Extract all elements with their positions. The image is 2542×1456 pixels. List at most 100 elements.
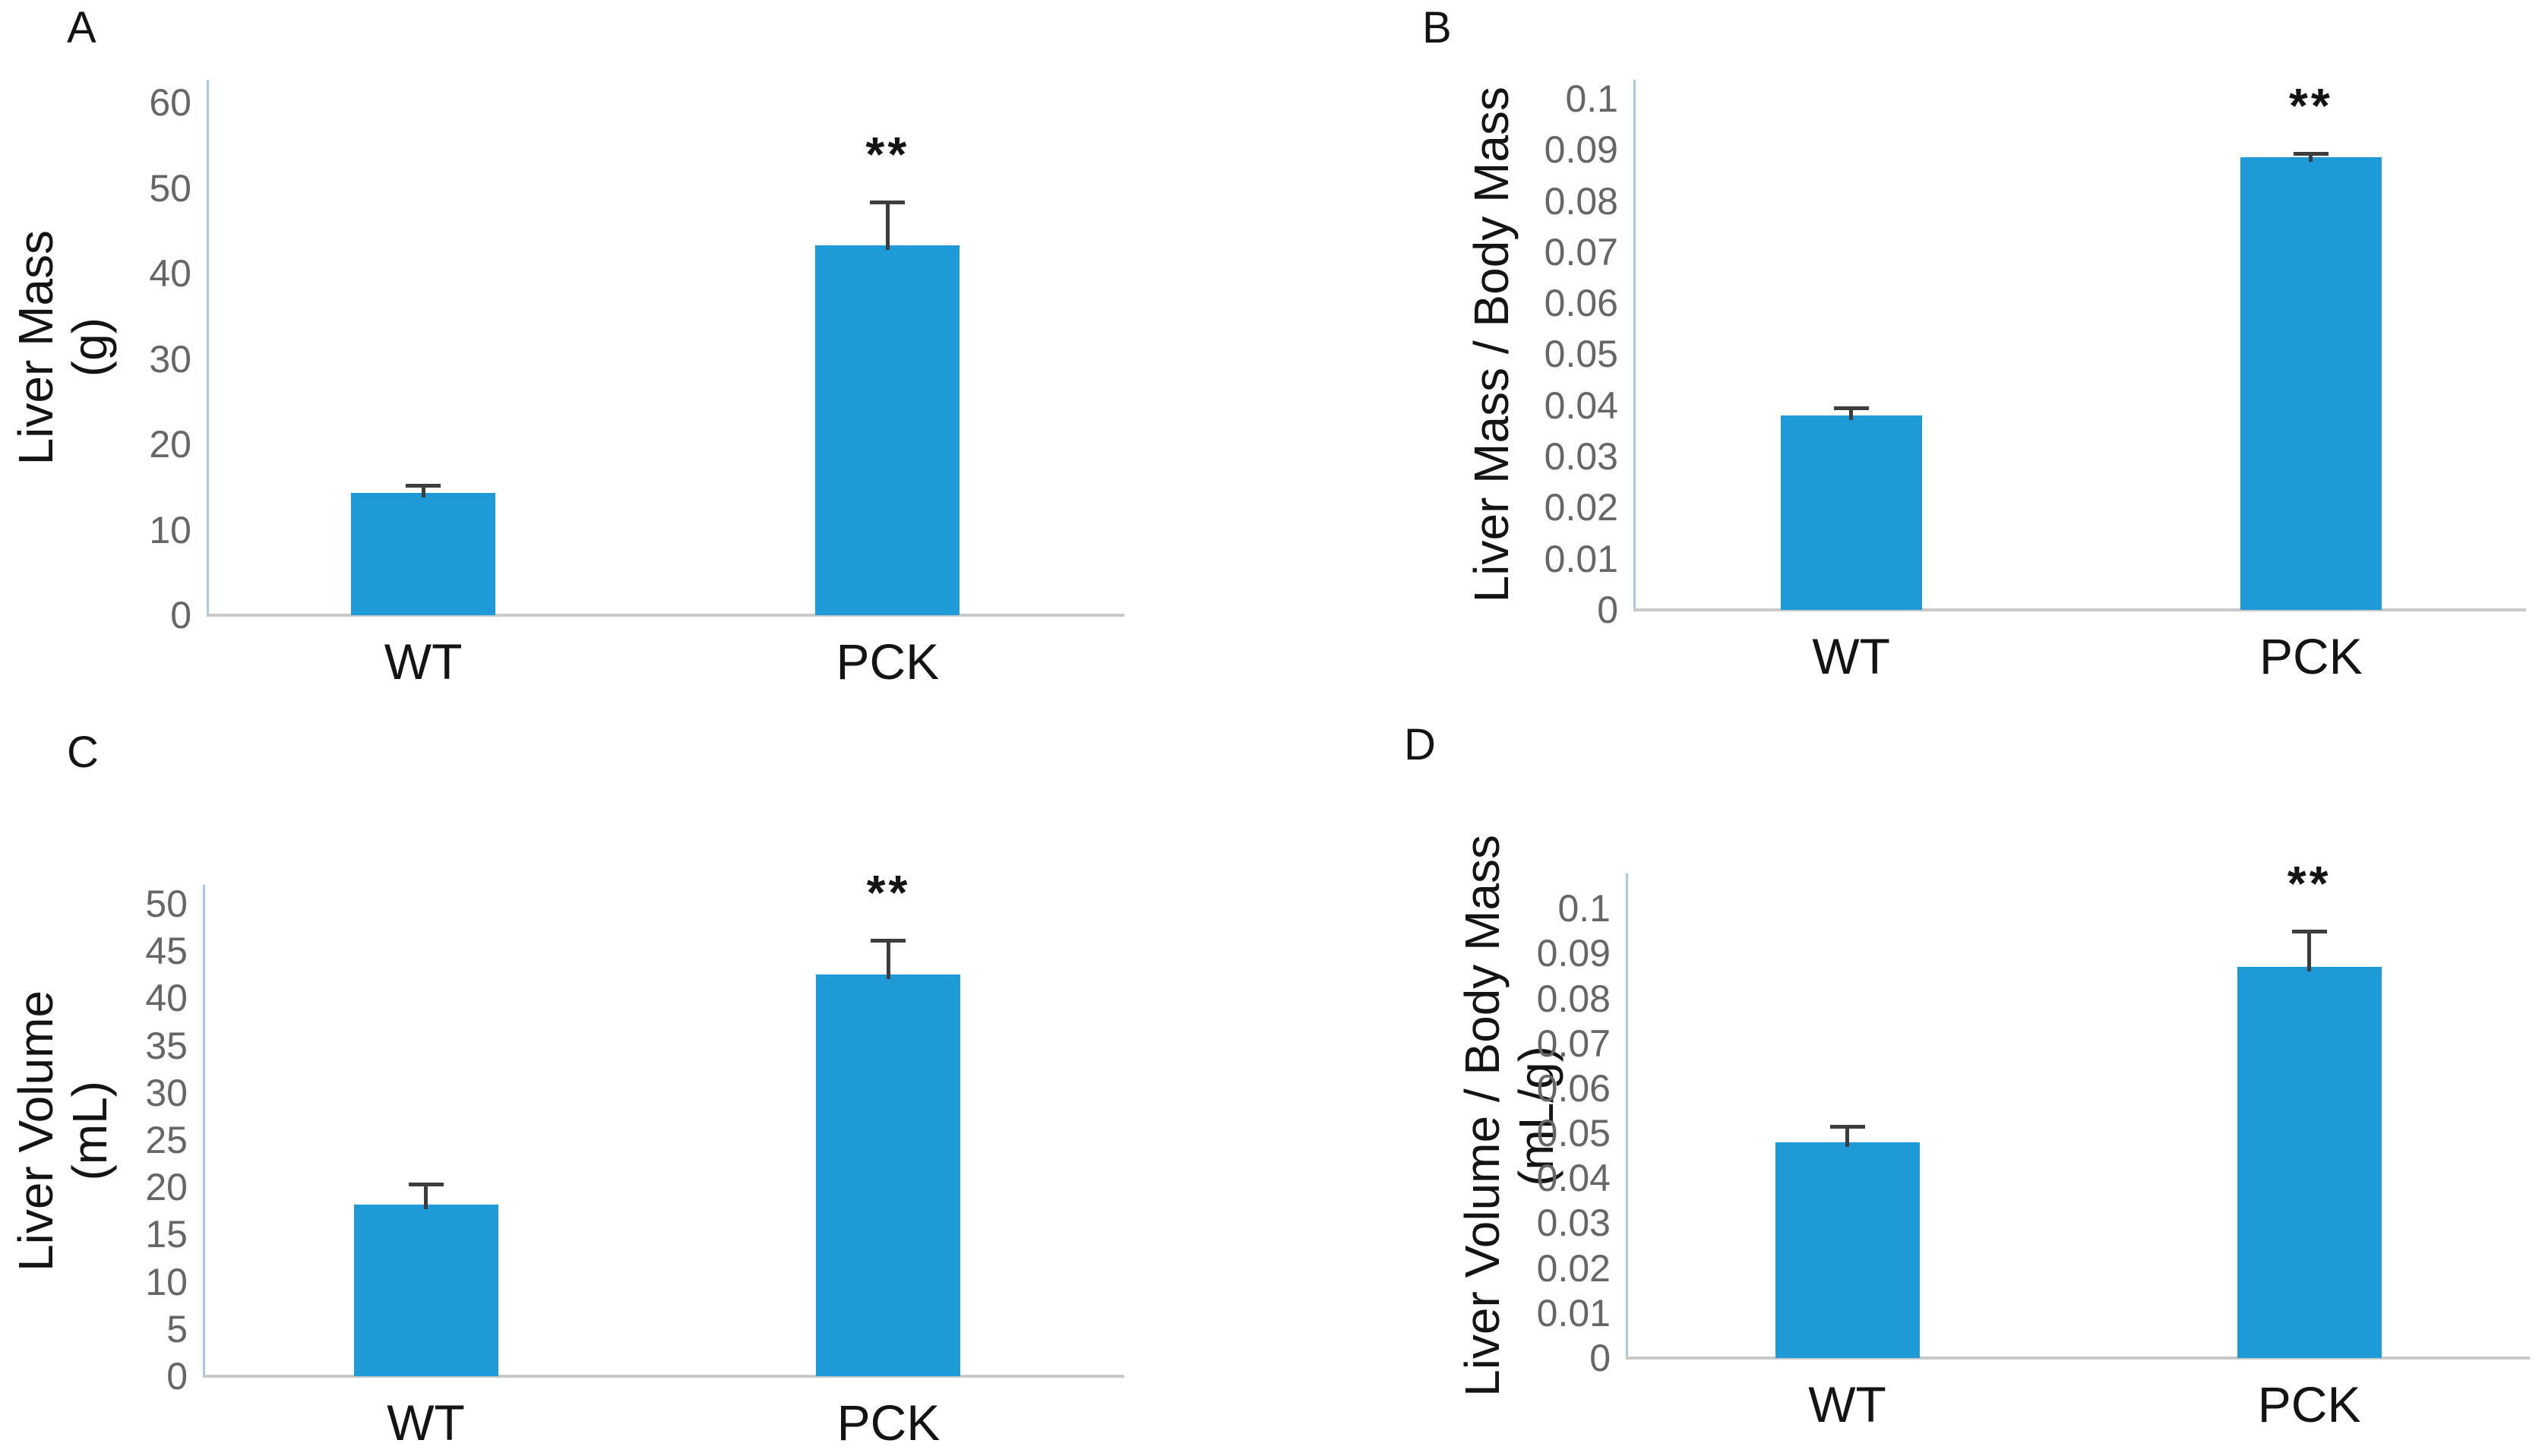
- error-bar-cap: [2291, 929, 2327, 933]
- y-tick-label: 45: [145, 930, 188, 973]
- error-bar-stem: [2307, 930, 2312, 972]
- y-tick-label: 0.03: [1544, 435, 1618, 478]
- y-tick-label: 0.1: [1565, 77, 1618, 120]
- y-tick-label: 0.05: [1544, 333, 1618, 376]
- panel-letter: D: [1404, 720, 1436, 769]
- bars: WT ** PCK: [1633, 77, 2526, 681]
- plot-area: 0 10 20 30 40 50 60 WT ** PCK: [149, 80, 1124, 687]
- error-bar-cap: [406, 484, 441, 488]
- y-tick-label: 60: [149, 81, 191, 125]
- x-category-label: PCK: [836, 1394, 941, 1451]
- significance-marker: **: [2288, 77, 2333, 133]
- error-bar-stem: [885, 201, 890, 251]
- panel-letter: C: [67, 728, 99, 777]
- y-axis-line: [203, 885, 205, 1378]
- y-tick-label: 0: [166, 1355, 188, 1398]
- y-tick-label: 0.07: [1536, 1022, 1611, 1065]
- error-bar-cap: [408, 1183, 444, 1187]
- bar-wt: [1780, 415, 1922, 610]
- y-tick-label: 25: [145, 1118, 188, 1161]
- x-axis-line: [203, 1375, 1124, 1378]
- y-tick-labels: 0 5 10 15 20 25 30 35 40 45 50: [145, 885, 1124, 1395]
- significance-marker: **: [866, 865, 911, 921]
- x-category-label: PCK: [2259, 628, 2363, 684]
- y-tick-label: 0.1: [1557, 887, 1611, 930]
- y-tick-label: 0.02: [1544, 486, 1618, 529]
- y-tick-labels: 0 0.01 0.02 0.03 0.04 0.05 0.06 0.07 0.08 0.09 0.1: [1537, 873, 2530, 1377]
- bar-wt: [353, 1204, 498, 1376]
- y-tick-label: 0.08: [1536, 977, 1611, 1020]
- y-axis-line: [1626, 873, 1628, 1360]
- plot-area: 0 0.01 0.02 0.03 0.04 0.05 0.06 0.07 0.08 0.09 0.1…: [1537, 859, 2530, 1429]
- y-tick-label: 30: [149, 337, 191, 381]
- x-category-label: PCK: [2257, 1376, 2361, 1432]
- y-tick-label: 0.07: [1544, 230, 1618, 273]
- error-bar-cap: [2293, 151, 2329, 156]
- y-tick-labels: 0 0.01 0.02 0.03 0.04 0.05 0.06 0.07 0.08 0.09 0.1: [1544, 80, 2526, 629]
- y-tick-label: 0: [1589, 1337, 1611, 1379]
- x-category-label: PCK: [836, 633, 940, 690]
- x-category-label: WT: [387, 1394, 465, 1451]
- error-bar-cap: [870, 200, 906, 204]
- bar-pck: [816, 974, 961, 1376]
- error-bar-stem: [421, 485, 425, 498]
- y-tick-label: 40: [149, 252, 191, 295]
- plot-area: 0 5 10 15 20 25 30 35 40 45 50 WT ** PCK: [145, 868, 1124, 1448]
- error-bar-stem: [2309, 153, 2313, 163]
- x-axis-line: [1626, 1357, 2530, 1360]
- panel-letter: A: [67, 3, 96, 52]
- y-axis-label-line: Liver Volume / Body Mass: [1455, 835, 1510, 1397]
- y-tick-label: 0.03: [1536, 1202, 1611, 1245]
- y-tick-label: 5: [166, 1307, 188, 1350]
- panel-letter: B: [1422, 3, 1452, 52]
- y-tick-label: 0.09: [1544, 128, 1618, 172]
- bar-pck: [2240, 157, 2382, 610]
- y-tick-label: 20: [145, 1166, 188, 1209]
- y-axis-line: [1633, 80, 1636, 611]
- y-tick-label: 40: [145, 977, 188, 1020]
- bars: WT ** PCK: [203, 868, 1124, 1448]
- y-tick-label: 10: [145, 1260, 188, 1303]
- x-category-label: WT: [384, 633, 463, 690]
- y-tick-label: 0.05: [1536, 1112, 1611, 1155]
- y-tick-label: 30: [145, 1071, 188, 1114]
- bar-pck: [815, 245, 960, 615]
- bar-wt: [1775, 1142, 1920, 1358]
- y-tick-label: 15: [145, 1213, 188, 1256]
- y-tick-label: 0.01: [1544, 537, 1618, 580]
- x-axis-line: [207, 614, 1124, 617]
- y-tick-label: 0.08: [1544, 179, 1618, 223]
- y-tick-label: 0: [170, 594, 191, 636]
- bar-pck: [2237, 967, 2382, 1358]
- error-bar-stem: [886, 940, 890, 980]
- x-axis-line: [1633, 608, 2526, 611]
- error-bar-stem: [1845, 1126, 1850, 1147]
- y-tick-label: 50: [149, 166, 191, 210]
- bars: WT ** PCK: [1626, 859, 2530, 1429]
- x-category-label: WT: [1812, 628, 1890, 684]
- bar-wt: [351, 493, 496, 615]
- error-bar-cap: [1829, 1125, 1865, 1129]
- y-tick-labels: 0 10 20 30 40 50 60: [149, 80, 1124, 634]
- y-tick-label: 0.04: [1544, 384, 1618, 427]
- y-tick-label: 20: [149, 423, 191, 466]
- significance-marker: **: [2287, 855, 2332, 911]
- error-bar-cap: [1833, 406, 1869, 411]
- error-bar-cap: [871, 939, 906, 943]
- y-axis-line: [207, 80, 209, 617]
- y-tick-label: 0.04: [1536, 1157, 1611, 1200]
- plot-area: 0 0.01 0.02 0.03 0.04 0.05 0.06 0.07 0.08 0.09 0.1…: [1544, 77, 2526, 681]
- y-tick-label: 10: [149, 508, 191, 551]
- y-tick-label: 0: [1597, 589, 1618, 631]
- x-category-label: WT: [1808, 1376, 1886, 1432]
- significance-marker: **: [865, 126, 910, 182]
- y-tick-label: 0.02: [1536, 1246, 1611, 1290]
- y-tick-label: 0.01: [1536, 1291, 1611, 1334]
- y-tick-label: 35: [145, 1024, 188, 1067]
- y-tick-label: 50: [145, 882, 188, 925]
- y-tick-label: 0.06: [1544, 282, 1618, 325]
